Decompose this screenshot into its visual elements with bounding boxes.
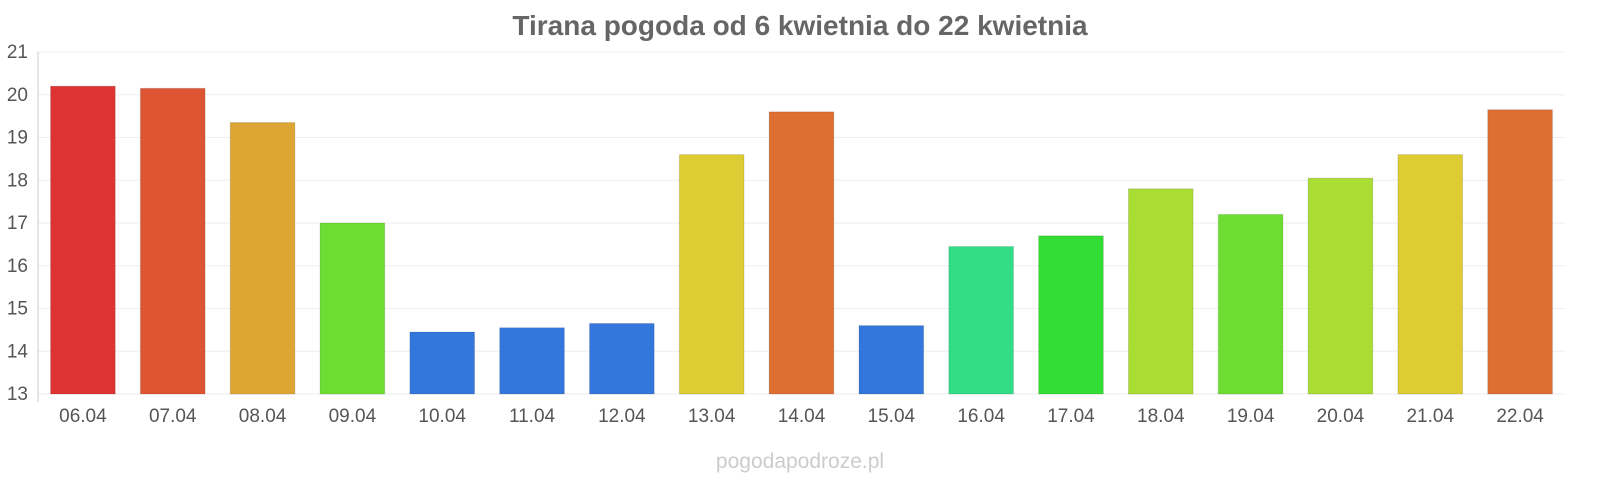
y-tick-label: 20 [7, 85, 28, 106]
x-tick-label: 14.04 [778, 406, 826, 427]
y-tick-labels: 13 14 15 16 17 18 19 20 21 [7, 42, 29, 405]
x-tick-label: 15.04 [868, 406, 916, 427]
bar-13.04 [678, 154, 745, 395]
chart-title: Tirana pogoda od 6 kwietnia do 22 kwietn… [512, 10, 1088, 41]
bar-09.04 [319, 222, 386, 395]
x-tick-label: 09.04 [329, 406, 377, 427]
bar-22.04 [1487, 109, 1553, 395]
y-tick-label: 14 [7, 341, 29, 362]
x-tick-label: 10.04 [418, 406, 466, 427]
x-tick-label: 17.04 [1047, 406, 1095, 427]
bar-14.04 [768, 111, 835, 395]
bar-19.04 [1217, 213, 1284, 395]
bars [50, 85, 1553, 395]
bar-06.04 [50, 85, 116, 395]
y-tick-label: 19 [7, 128, 28, 149]
x-tick-label: 20.04 [1317, 406, 1365, 427]
watermark: pogodapodroze.pl [715, 450, 885, 473]
bar-21.04 [1397, 154, 1464, 395]
y-tick-label: 15 [7, 299, 28, 320]
bar-20.04 [1307, 177, 1374, 395]
bar-16.04 [948, 246, 1014, 395]
x-tick-label: 19.04 [1227, 406, 1275, 427]
bar-10.04 [409, 331, 476, 395]
x-tick-label: 16.04 [957, 406, 1005, 427]
x-tick-label: 08.04 [239, 406, 287, 427]
x-tick-label: 13.04 [688, 406, 736, 427]
y-tick-label: 21 [7, 42, 28, 63]
x-tick-labels: 06.04 07.04 08.04 09.04 10.04 11.04 12.04 13.04… [59, 406, 1544, 427]
x-tick-label: 22.04 [1496, 406, 1544, 427]
x-tick-label: 12.04 [598, 406, 646, 427]
bar-17.04 [1038, 235, 1104, 395]
bar-07.04 [139, 87, 206, 395]
x-tick-label: 11.04 [509, 406, 556, 427]
y-tick-label: 18 [7, 170, 28, 191]
y-tick-label: 16 [7, 256, 28, 277]
y-tick-label: 17 [7, 213, 28, 234]
x-tick-label: 18.04 [1137, 406, 1185, 427]
y-tick-label: 13 [7, 384, 28, 405]
bar-15.04 [858, 325, 925, 395]
x-tick-label: 21.04 [1406, 406, 1454, 427]
bar-12.04 [589, 322, 655, 395]
bar-08.04 [229, 122, 296, 395]
x-tick-label: 07.04 [149, 406, 197, 427]
bar-11.04 [499, 327, 565, 395]
bar-18.04 [1127, 188, 1194, 395]
x-tick-label: 06.04 [59, 406, 107, 427]
